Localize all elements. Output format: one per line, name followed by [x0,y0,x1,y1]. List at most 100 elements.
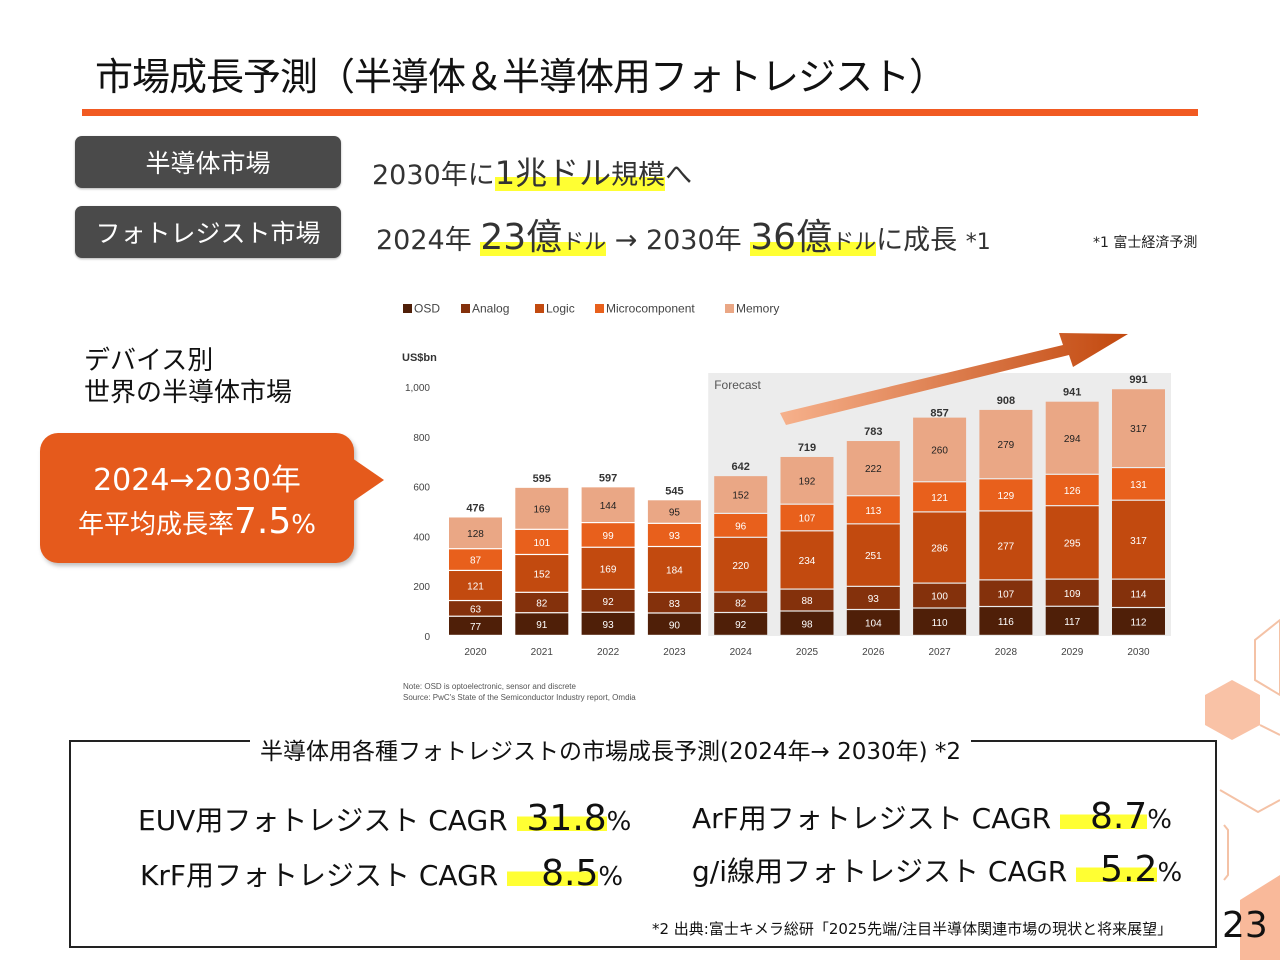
bar-value-label: 92 [603,597,615,608]
headline1-prefix: 2030年に [372,160,495,191]
bar-value-label: 93 [603,620,615,631]
semiconductor-market-tag: 半導体市場 [75,136,341,188]
bar-segment-analog-2020 [449,601,502,616]
euv-cagr-value: 31.8 [516,798,607,839]
krf-cagr-value: 8.5 [507,853,599,894]
bar-segment-memory-2028 [979,409,1033,479]
headline2-arrow: → [614,225,638,256]
x-tick-label: 2030 [1127,647,1150,658]
cagr-callout: 2024→2030年 年平均成長率7.5% [40,433,354,563]
bar-segment-osd-2028 [979,607,1033,635]
headline1-highlight: 1兆ドル [494,154,612,192]
arf-cagr-value: 8.7 [1059,796,1148,837]
y-axis-label: US$bn [402,352,437,364]
bar-segment-analog-2028 [979,580,1033,606]
y-tick-label: 1,000 [405,383,430,394]
y-tick-label: 400 [413,532,430,543]
bar-segment-microcomponent-2021 [515,529,569,554]
krf-cagr-unit: % [598,862,624,892]
bar-value-label: 279 [998,440,1015,451]
bar-value-label: 116 [998,617,1014,628]
bar-value-label: 90 [669,620,681,631]
bar-total-label: 597 [599,472,617,484]
arf-cagr-unit: % [1147,805,1172,835]
bar-value-label: 92 [735,620,747,631]
bar-value-label: 93 [868,594,880,605]
semiconductor-headline: 2030年に1兆ドル規模へ [372,148,692,194]
bar-segment-microcomponent-2024 [714,513,768,537]
legend-label-osd: OSD [414,302,440,316]
bar-total-label: 941 [1063,387,1081,399]
bar-value-label: 107 [799,514,816,525]
page-number: 23 [1222,905,1268,946]
bar-value-label: 286 [931,544,948,555]
headline2-value1: 23億 [480,217,563,258]
bar-value-label: 317 [1130,424,1147,435]
bar-segment-microcomponent-2023 [647,523,701,546]
bar-segment-logic-2028 [979,511,1033,580]
bar-total-label: 476 [466,502,484,514]
headline2-year2: 2030年 [645,225,742,256]
headline1-highlight-suffix: 規模 [611,160,666,191]
callout-period: 2024→2030年 [93,463,301,498]
y-tick-label: 600 [413,483,430,494]
bar-value-label: 82 [735,598,747,609]
bar-value-label: 121 [931,493,948,504]
gi-line-cagr: g/i線用フォトレジスト CAGR 5.2% [692,849,1182,890]
x-tick-label: 2024 [730,647,753,658]
legend-swatch-analog [461,304,470,313]
bar-value-label: 95 [669,508,681,519]
krf-cagr: KrF用フォトレジスト CAGR 8.5% [140,853,623,894]
bar-total-label: 642 [732,461,750,473]
bar-segment-logic-2021 [515,555,569,592]
bar-segment-osd-2022 [581,612,635,635]
krf-cagr-label: KrF用フォトレジスト CAGR [140,859,499,892]
bar-value-label: 260 [931,445,948,456]
bar-segment-microcomponent-2030 [1112,468,1165,500]
bar-segment-logic-2029 [1045,506,1099,579]
bar-segment-logic-2022 [581,547,635,589]
euv-cagr-unit: % [606,807,632,837]
callout-rate-unit: % [291,510,316,540]
photoresist-box-title: 半導体用各種フォトレジストの市場成長予測(2024年→ 2030年) *2 [250,732,972,766]
bar-value-label: 112 [1131,618,1147,629]
x-axis: 2020 2021 2022 2023 2024 2025 2026 2027 2028 2029… [464,647,1150,658]
x-tick-label: 2022 [597,647,620,658]
page-title: 市場成長予測（半導体＆半導体用フォトレジスト） [95,55,947,99]
chart-note: Note: OSD is optoelectronic, sensor and … [403,682,577,691]
bar-segment-analog-2029 [1045,579,1099,606]
bar-total-label: 545 [665,485,683,497]
bar-segment-microcomponent-2029 [1045,474,1099,506]
callout-rate: 年平均成長率7.5% [40,501,354,542]
bar-value-label: 294 [1064,434,1081,445]
headline2-value2: 36億 [750,217,833,258]
bar-segment-analog-2025 [780,589,834,611]
bar-segment-osd-2025 [780,611,834,635]
headline2-unit2: ドル [832,230,877,255]
bar-segment-logic-2024 [714,537,768,592]
callout-pointer [352,458,384,502]
bar-value-label: 88 [801,596,813,607]
x-tick-label: 2021 [531,647,554,658]
legend-swatch-logic [535,304,544,313]
device-market-label: デバイス別 世界の半導体市場 [84,345,292,409]
bar-value-label: 169 [533,504,550,515]
title-underline [82,109,1198,116]
bar-value-label: 295 [1064,538,1081,549]
bar-value-label: 126 [1064,486,1081,497]
device-label-line2: 世界の半導体市場 [84,378,293,408]
chart-legend: OSD Analog Logic Microcomponent Memory [403,302,779,316]
bar-segment-osd-2021 [515,613,569,635]
bar-segment-osd-2026 [846,610,900,635]
bar-segment-osd-2024 [714,613,768,635]
y-tick-label: 0 [424,632,430,643]
bar-segment-osd-2020 [449,616,502,635]
bar-value-label: 96 [735,521,747,532]
bar-total-label: 908 [997,395,1015,407]
bar-value-label: 131 [1130,480,1147,491]
bar-value-label: 82 [536,599,548,610]
y-axis: 0 200 400 600 800 1,000 [405,383,430,643]
callout-rate-value: 7.5 [234,501,292,542]
photoresist-market-tag: フォトレジスト市場 [75,206,341,258]
legend-label-logic: Logic [546,302,575,316]
